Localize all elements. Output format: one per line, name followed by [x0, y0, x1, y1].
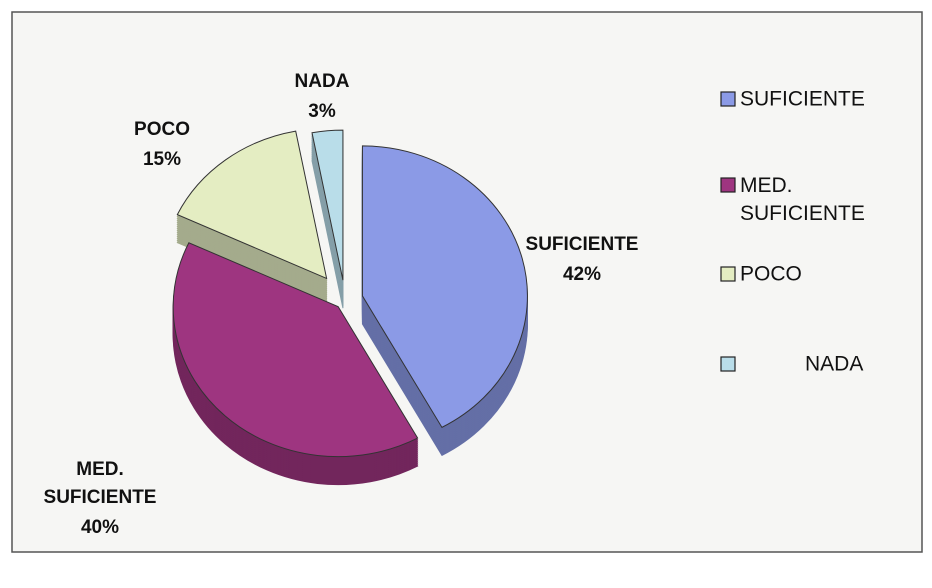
legend-label: SUFICIENTE	[740, 88, 865, 111]
data-label-name: MED. SUFICIENTE	[44, 459, 157, 508]
data-label-value: 42%	[563, 264, 601, 285]
data-label-value: 3%	[308, 101, 336, 122]
data-label-name: POCO	[134, 119, 190, 140]
legend-swatch	[720, 356, 736, 372]
legend-swatch	[720, 177, 736, 193]
data-label-name: NADA	[295, 71, 350, 92]
slice	[311, 129, 344, 281]
legend-swatch	[720, 266, 736, 282]
data-label-value: 15%	[143, 149, 181, 170]
legend-label: MED. SUFICIENTE	[740, 174, 865, 225]
slice	[176, 130, 328, 280]
legend-label: NADA	[805, 353, 863, 376]
data-label-value: 40%	[81, 517, 119, 538]
legend-label: POCO	[740, 263, 802, 286]
slice	[172, 242, 419, 458]
data-label-name: SUFICIENTE	[526, 234, 639, 255]
slice	[361, 145, 528, 429]
legend-swatch	[720, 91, 736, 107]
